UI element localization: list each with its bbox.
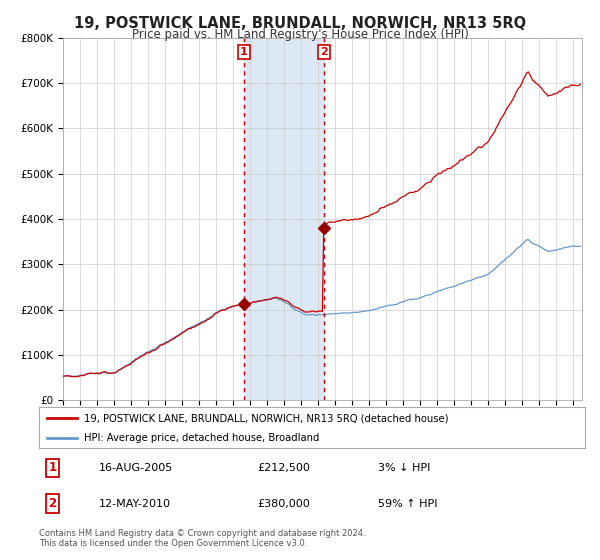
Text: 3% ↓ HPI: 3% ↓ HPI: [377, 463, 430, 473]
Text: 19, POSTWICK LANE, BRUNDALL, NORWICH, NR13 5RQ: 19, POSTWICK LANE, BRUNDALL, NORWICH, NR…: [74, 16, 526, 31]
Text: 1: 1: [49, 461, 57, 474]
Text: 59% ↑ HPI: 59% ↑ HPI: [377, 498, 437, 508]
Text: £212,500: £212,500: [257, 463, 310, 473]
Text: 16-AUG-2005: 16-AUG-2005: [99, 463, 173, 473]
Text: 12-MAY-2010: 12-MAY-2010: [99, 498, 171, 508]
Text: 2: 2: [49, 497, 57, 510]
Text: HPI: Average price, detached house, Broadland: HPI: Average price, detached house, Broa…: [84, 433, 319, 443]
Text: Contains HM Land Registry data © Crown copyright and database right 2024.: Contains HM Land Registry data © Crown c…: [39, 529, 365, 538]
Text: Price paid vs. HM Land Registry's House Price Index (HPI): Price paid vs. HM Land Registry's House …: [131, 28, 469, 41]
Text: 2: 2: [320, 46, 328, 57]
Text: This data is licensed under the Open Government Licence v3.0.: This data is licensed under the Open Gov…: [39, 539, 307, 548]
Bar: [244, 38, 325, 400]
Text: 1: 1: [240, 46, 248, 57]
Text: 19, POSTWICK LANE, BRUNDALL, NORWICH, NR13 5RQ (detached house): 19, POSTWICK LANE, BRUNDALL, NORWICH, NR…: [84, 413, 448, 423]
Text: £380,000: £380,000: [257, 498, 310, 508]
